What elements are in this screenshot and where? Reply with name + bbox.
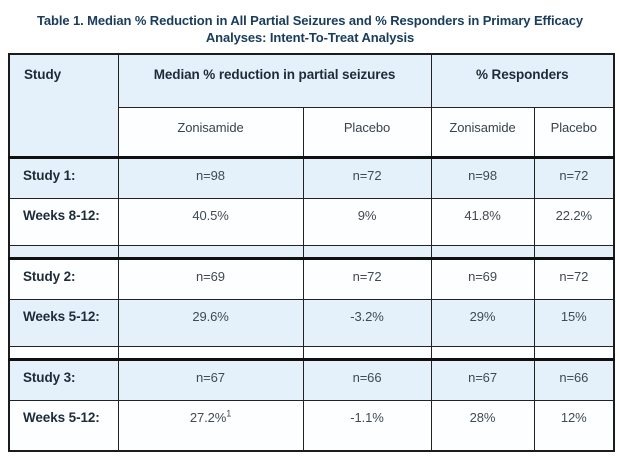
spacer-cell: [117, 346, 304, 361]
value-cell: -1.1%: [302, 400, 432, 452]
table-title-line2: Analyses: Intent-To-Treat Analysis: [205, 30, 415, 45]
value-cell: n=72: [533, 258, 615, 300]
col-header-responders: % Responders: [430, 53, 615, 108]
value-cell: n=98: [430, 157, 535, 199]
value-cell: 29.6%: [117, 299, 304, 347]
col-header-zonisamide-responders: Zonisamide: [430, 107, 535, 159]
efficacy-table: Study Median % reduction in partial seiz…: [8, 53, 616, 452]
value-cell: 15%: [533, 299, 615, 347]
value-cell: n=98: [117, 157, 304, 199]
footnote-marker: 1: [226, 408, 232, 419]
col-header-placebo-median: Placebo: [302, 107, 432, 159]
col-header-zonisamide-median: Zonisamide: [117, 107, 304, 159]
value-cell: -3.2%: [302, 299, 432, 347]
spacer-cell: [8, 245, 119, 260]
spacer-cell: [533, 245, 615, 260]
spacer-cell: [430, 245, 535, 260]
value-cell: n=69: [430, 258, 535, 300]
value-cell: n=72: [302, 258, 432, 300]
section-spacer-row: [8, 346, 615, 361]
study2-n-row: Study 2: n=69 n=72 n=69 n=72: [8, 258, 615, 300]
row-label: Weeks 5-12:: [8, 400, 119, 452]
spacer-cell: [302, 346, 432, 361]
value-cell: n=67: [117, 359, 304, 401]
col-header-median-reduction: Median % reduction in partial seizures: [117, 53, 432, 108]
value-cell: n=72: [533, 157, 615, 199]
study1-n-row: Study 1: n=98 n=72 n=98 n=72: [8, 157, 615, 199]
col-header-study: Study: [8, 53, 119, 159]
value-cell: 41.8%: [430, 198, 535, 246]
table-title: Table 1. Median % Reduction in All Parti…: [0, 0, 620, 46]
header-row-groups: Study Median % reduction in partial seiz…: [8, 53, 615, 159]
row-label: Study 2:: [8, 258, 119, 300]
table-title-line1: Table 1. Median % Reduction in All Parti…: [36, 13, 584, 28]
header-row-arms: Zonisamide Placebo Zonisamide Placebo: [9, 107, 615, 159]
study3-n-row: Study 3: n=67 n=66 n=67 n=66: [8, 359, 615, 401]
value-cell: 9%: [302, 198, 432, 246]
spacer-cell: [302, 245, 432, 260]
value-cell: 29%: [430, 299, 535, 347]
row-label: Study 1:: [8, 157, 119, 199]
spacer-cell: [430, 346, 535, 361]
spacer-cell: [533, 346, 615, 361]
value-cell: n=69: [117, 258, 304, 300]
row-label: Study 3:: [8, 359, 119, 401]
row-label: Weeks 5-12:: [8, 299, 119, 347]
study2-weeks-row: Weeks 5-12: 29.6% -3.2% 29% 15%: [8, 299, 615, 347]
col-header-placebo-responders: Placebo: [533, 107, 615, 159]
value-cell: n=72: [302, 157, 432, 199]
study3-weeks-row: Weeks 5-12: 27.2%1 -1.1% 28% 12%: [8, 400, 615, 452]
value-cell: n=66: [302, 359, 432, 401]
spacer-cell: [8, 346, 119, 361]
value-cell: 28%: [430, 400, 535, 452]
value-text: 27.2%: [189, 410, 227, 425]
value-cell: 40.5%: [117, 198, 304, 246]
value-cell: n=67: [430, 359, 535, 401]
section-spacer-row: [8, 245, 615, 260]
row-label: Weeks 8-12:: [8, 198, 119, 246]
value-cell-with-footnote: 27.2%1: [117, 400, 304, 452]
value-cell: 12%: [533, 400, 615, 452]
value-cell: n=66: [533, 359, 615, 401]
value-cell: 22.2%: [533, 198, 615, 246]
study1-weeks-row: Weeks 8-12: 40.5% 9% 41.8% 22.2%: [8, 198, 615, 246]
spacer-cell: [117, 245, 304, 260]
